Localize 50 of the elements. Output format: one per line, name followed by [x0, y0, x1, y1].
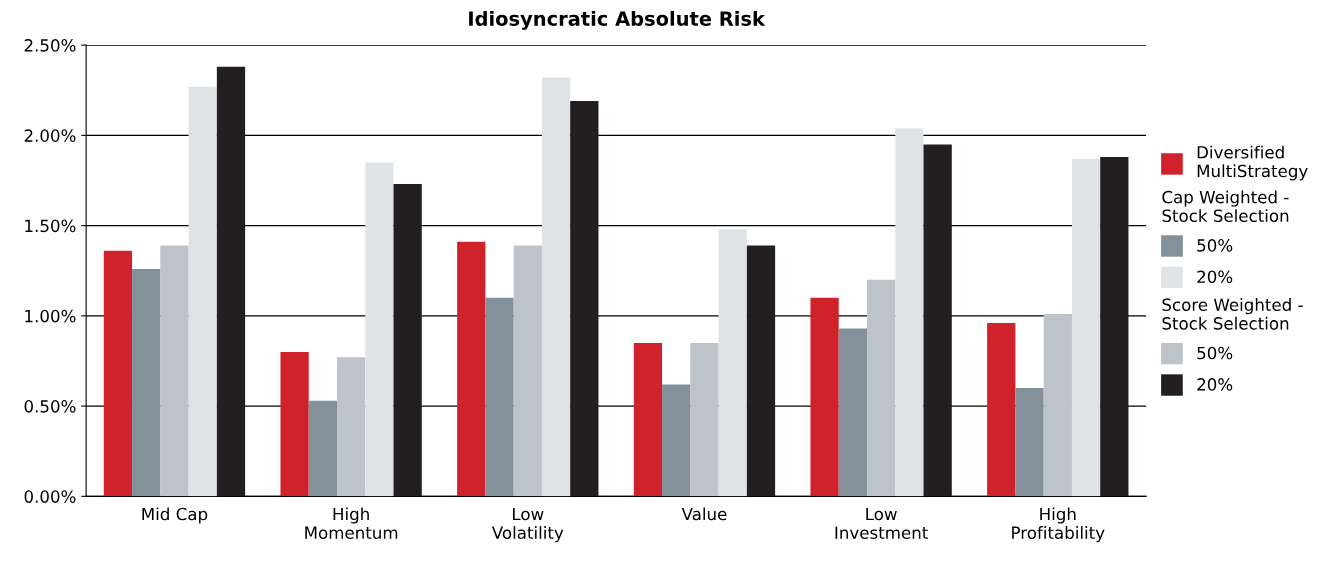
bar	[336, 357, 366, 497]
bar	[103, 250, 133, 497]
y-tick-label: 0.50%	[24, 400, 76, 413]
bar	[485, 297, 514, 497]
legend-label: 50%	[1197, 346, 1233, 360]
bar	[895, 128, 924, 497]
bar	[1043, 314, 1072, 497]
y-tick-label: 1.00%	[25, 309, 76, 323]
bar	[923, 144, 952, 497]
text: Score Weighted - Stock Selection	[1162, 298, 1303, 330]
text: Cap Weighted - Stock Selection	[1162, 190, 1289, 223]
bar	[662, 384, 691, 497]
bar	[633, 342, 663, 497]
bar	[513, 245, 542, 497]
x-tick-label: Mid Cap	[142, 507, 208, 524]
legend-label: 20%	[1197, 378, 1233, 391]
bar	[280, 351, 309, 497]
bar	[1015, 388, 1044, 497]
x-tick-label: High Momentum	[305, 507, 398, 539]
bar	[541, 77, 571, 497]
legend-label: Diversified MultiStrategy	[1197, 145, 1308, 181]
x-tick-label: Low Investment	[835, 507, 928, 539]
bar	[216, 66, 246, 497]
bar	[838, 328, 867, 497]
bar	[393, 184, 422, 497]
bar	[987, 323, 1016, 497]
x-tick-label: Value	[681, 507, 727, 521]
bar	[132, 268, 161, 497]
bar	[1100, 157, 1129, 497]
bar	[1071, 158, 1101, 497]
y-tick-label: 1.50%	[25, 219, 76, 233]
bar	[690, 342, 719, 497]
bar	[365, 162, 394, 497]
chart-title: Idiosyncratic Absolute Risk	[469, 10, 766, 30]
bar	[570, 101, 599, 497]
y-tick-label: 0.00%	[24, 490, 76, 503]
x-tick-label: High Profitability	[1012, 507, 1105, 543]
bar	[160, 245, 189, 497]
y-tick-label: 2.50%	[24, 39, 76, 52]
x-tick-label: Low Volatility	[491, 507, 564, 543]
bar	[188, 86, 217, 497]
bar	[308, 400, 337, 497]
y-tick-label: 2.00%	[24, 129, 76, 142]
legend-label: 50%	[1197, 239, 1233, 252]
bar	[457, 241, 486, 497]
bar	[718, 229, 747, 497]
bar	[746, 245, 776, 497]
legend-label: 20%	[1197, 270, 1233, 284]
bar	[810, 297, 839, 497]
bar	[866, 279, 896, 497]
